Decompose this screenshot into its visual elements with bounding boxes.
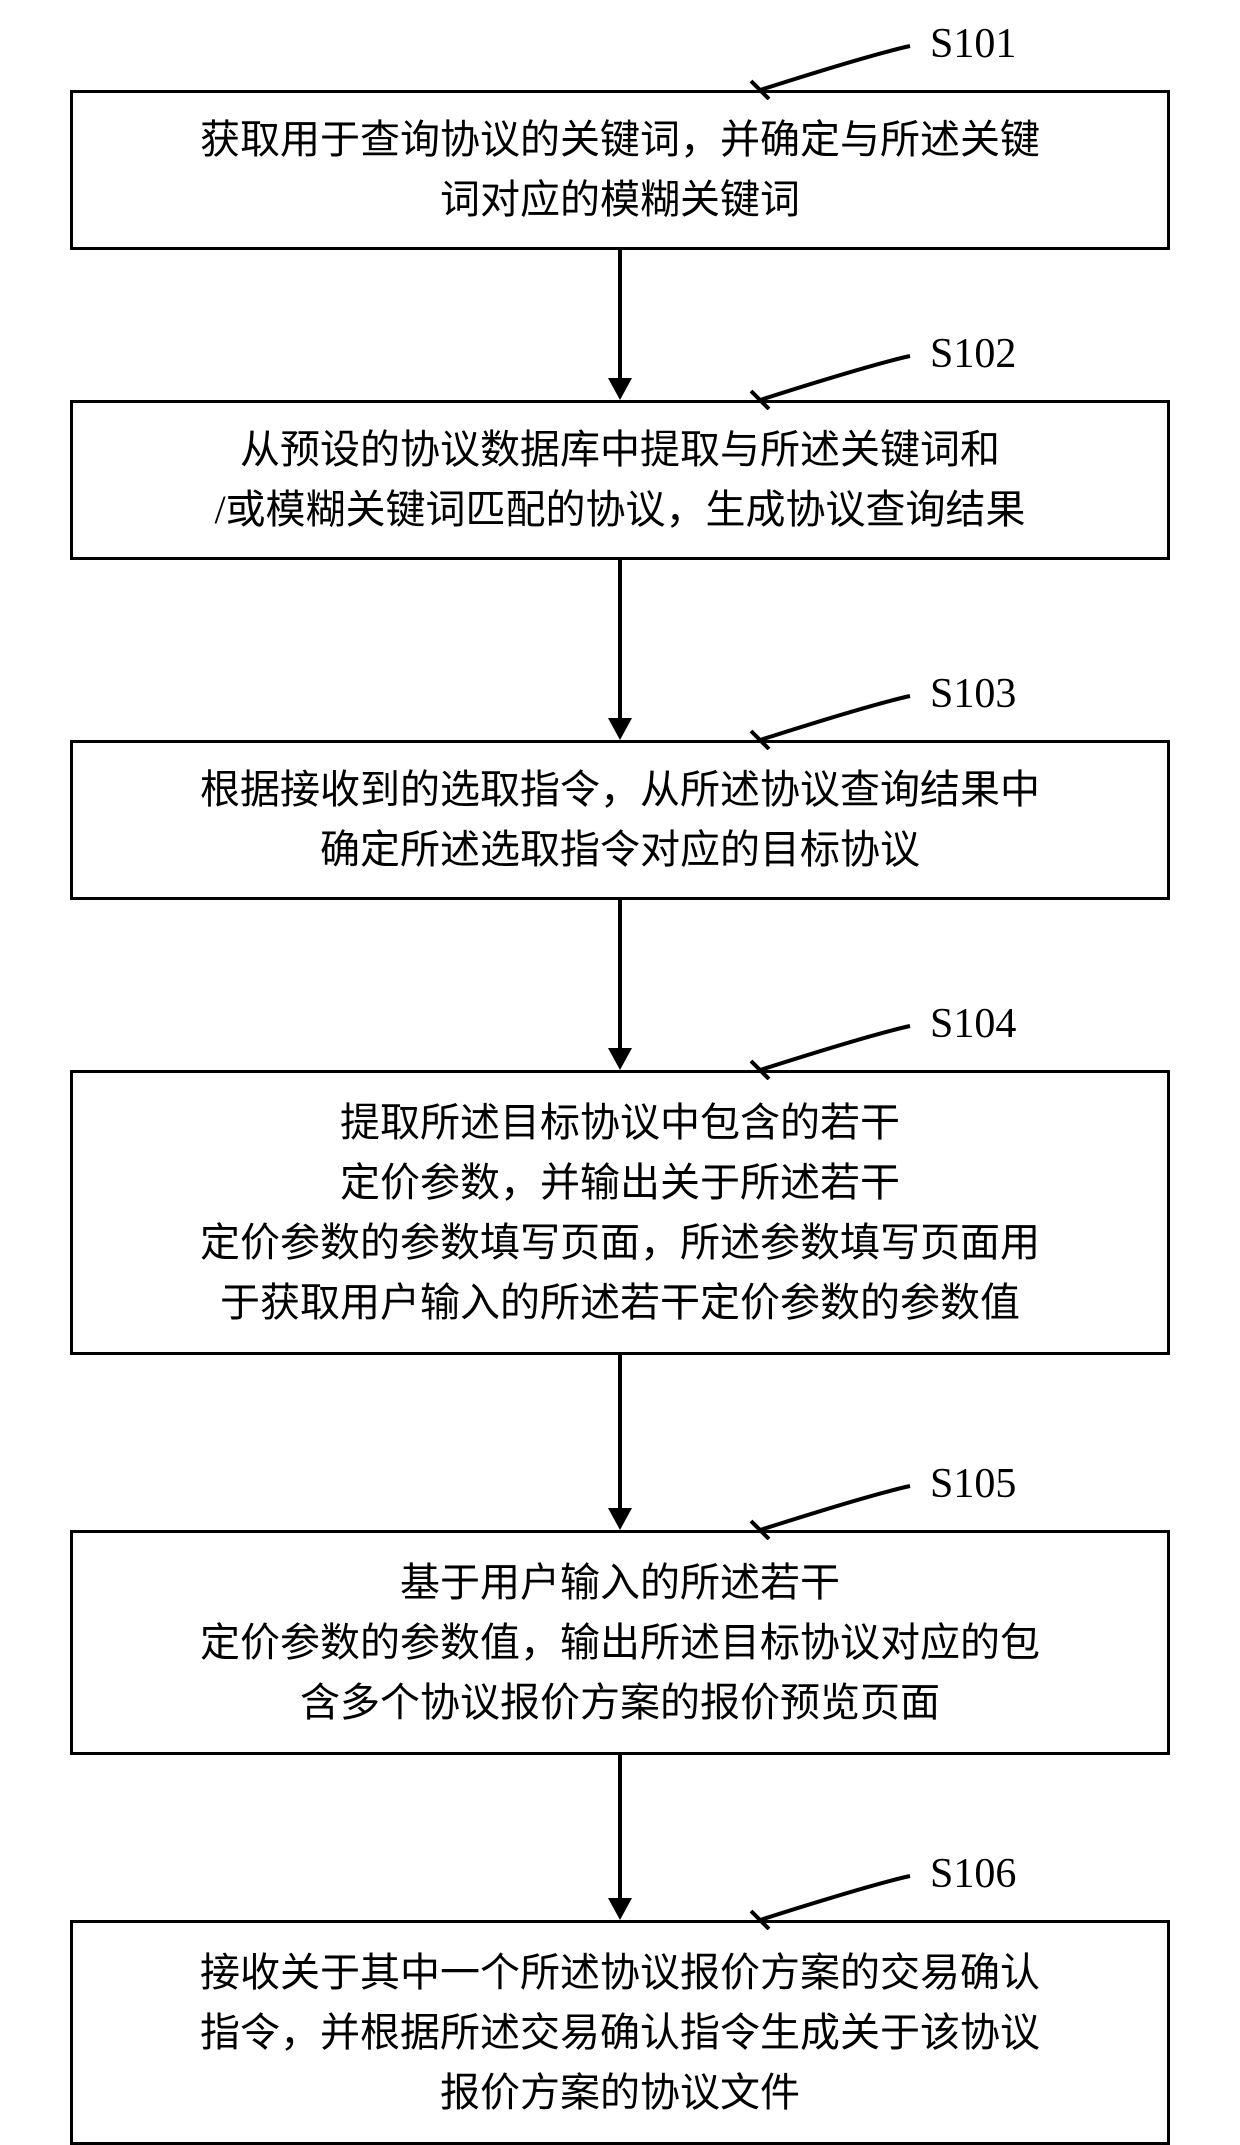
step-box-s103: 根据接收到的选取指令，从所述协议查询结果中 确定所述选取指令对应的目标协议 (70, 740, 1170, 900)
flowchart-canvas: 获取用于查询协议的关键词，并确定与所述关键 词对应的模糊关键词 S101 从预设的协… (0, 0, 1240, 2057)
step-text: 提取所述目标协议中包含的若干 定价参数，并输出关于所述若干 定价参数的参数填写页… (200, 1093, 1040, 1333)
step-label-s106: S106 (930, 1850, 1016, 1898)
arrow-line (618, 250, 622, 378)
step-box-s104: 提取所述目标协议中包含的若干 定价参数，并输出关于所述若干 定价参数的参数填写页… (70, 1070, 1170, 1355)
arrow-head-icon (608, 1508, 632, 1530)
arrow-line (618, 1755, 622, 1898)
leader-curve (730, 346, 940, 410)
step-box-s102: 从预设的协议数据库中提取与所述关键词和 /或模糊关键词匹配的协议，生成协议查询结… (70, 400, 1170, 560)
step-label-s104: S104 (930, 1000, 1016, 1048)
step-label-s103: S103 (930, 670, 1016, 718)
arrow-head-icon (608, 1048, 632, 1070)
step-box-s105: 基于用户输入的所述若干 定价参数的参数值，输出所述目标协议对应的包 含多个协议报… (70, 1530, 1170, 1755)
leader-curve (730, 1476, 940, 1540)
arrow-head-icon (608, 718, 632, 740)
step-label-s105: S105 (930, 1460, 1016, 1508)
arrow-head-icon (608, 378, 632, 400)
arrow-line (618, 1355, 622, 1508)
leader-curve (730, 1866, 940, 1930)
arrow-line (618, 900, 622, 1048)
step-text: 接收关于其中一个所述协议报价方案的交易确认 指令，并根据所述交易确认指令生成关于… (200, 1943, 1040, 2123)
leader-curve (730, 36, 940, 100)
step-text: 从预设的协议数据库中提取与所述关键词和 /或模糊关键词匹配的协议，生成协议查询结… (214, 420, 1025, 540)
leader-curve (730, 686, 940, 750)
step-label-s102: S102 (930, 330, 1016, 378)
step-text: 根据接收到的选取指令，从所述协议查询结果中 确定所述选取指令对应的目标协议 (200, 760, 1040, 880)
step-box-s106: 接收关于其中一个所述协议报价方案的交易确认 指令，并根据所述交易确认指令生成关于… (70, 1920, 1170, 2145)
step-label-s101: S101 (930, 20, 1016, 68)
step-text: 基于用户输入的所述若干 定价参数的参数值，输出所述目标协议对应的包 含多个协议报… (200, 1553, 1040, 1733)
arrow-head-icon (608, 1898, 632, 1920)
arrow-line (618, 560, 622, 718)
step-box-s101: 获取用于查询协议的关键词，并确定与所述关键 词对应的模糊关键词 (70, 90, 1170, 250)
step-text: 获取用于查询协议的关键词，并确定与所述关键 词对应的模糊关键词 (200, 110, 1040, 230)
leader-curve (730, 1016, 940, 1080)
